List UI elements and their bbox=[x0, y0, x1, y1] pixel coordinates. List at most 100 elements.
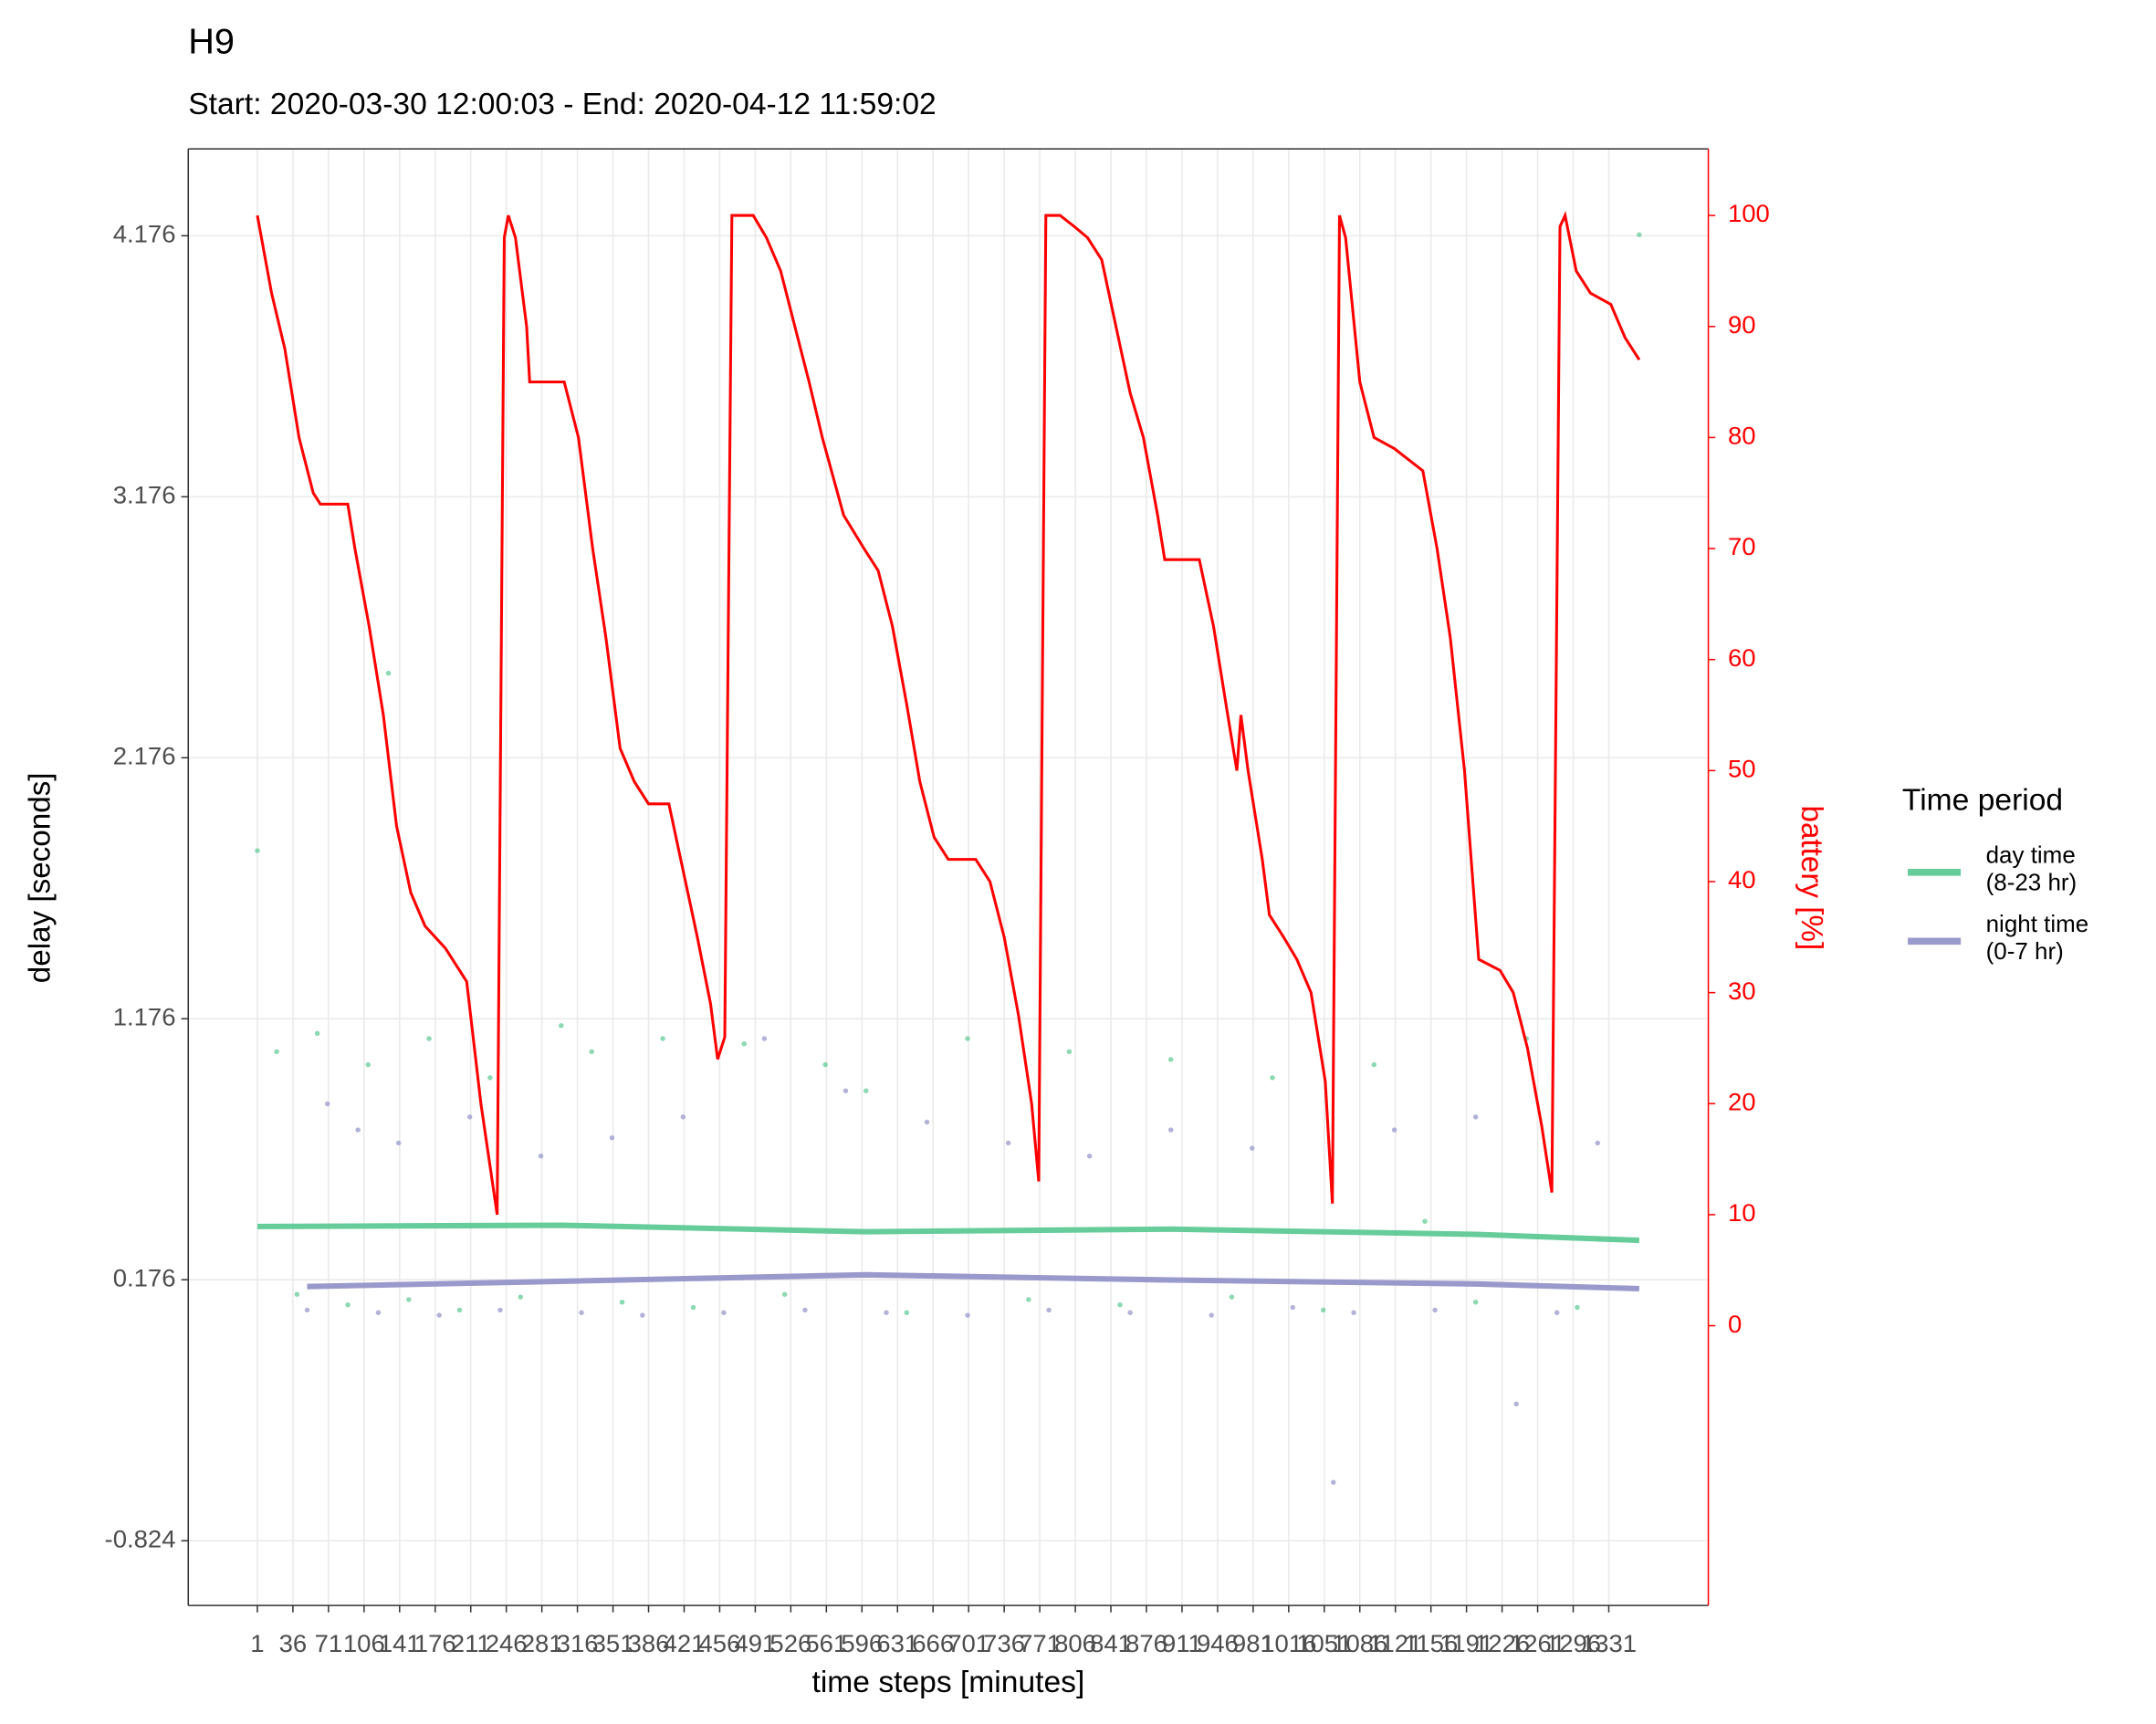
data-point bbox=[345, 1301, 351, 1308]
y2-tick-label: 0 bbox=[1728, 1310, 1742, 1338]
x-tick-label: 1226 bbox=[1474, 1629, 1530, 1657]
y-tick-label: -0.824 bbox=[105, 1525, 176, 1553]
data-point bbox=[1575, 1304, 1580, 1311]
data-point bbox=[1422, 1218, 1428, 1224]
data-point bbox=[1290, 1304, 1296, 1311]
x-tick-label: 666 bbox=[912, 1629, 954, 1657]
y2-tick-label: 40 bbox=[1728, 865, 1756, 893]
data-point bbox=[965, 1312, 970, 1318]
data-point bbox=[497, 1307, 503, 1313]
x-tick-label: 526 bbox=[769, 1629, 811, 1657]
y-tick-label: 4.176 bbox=[113, 220, 176, 248]
x-tick-label: 36 bbox=[279, 1629, 308, 1657]
data-point bbox=[1595, 1140, 1600, 1146]
data-point bbox=[802, 1307, 808, 1313]
x-tick-label: 876 bbox=[1125, 1629, 1167, 1657]
x-tick-label: 1191 bbox=[1439, 1629, 1493, 1657]
x-tick-label: 946 bbox=[1197, 1629, 1239, 1657]
data-point bbox=[1167, 1127, 1174, 1133]
plot-background bbox=[188, 149, 1709, 1606]
data-point bbox=[375, 1310, 382, 1315]
data-point bbox=[1046, 1307, 1052, 1313]
data-point bbox=[255, 848, 260, 853]
data-point bbox=[1026, 1297, 1031, 1302]
x-tick-label: 246 bbox=[486, 1629, 528, 1657]
legend-title: Time period bbox=[1902, 784, 2063, 818]
data-point bbox=[406, 1297, 412, 1302]
data-point bbox=[355, 1127, 361, 1133]
y2-tick-label: 100 bbox=[1728, 199, 1770, 227]
x-tick-label: 911 bbox=[1162, 1629, 1202, 1657]
data-point bbox=[436, 1312, 442, 1318]
data-point bbox=[1351, 1310, 1356, 1315]
x-tick-label: 211 bbox=[451, 1629, 491, 1657]
data-point bbox=[1432, 1307, 1438, 1313]
x-tick-label: 1296 bbox=[1545, 1629, 1601, 1657]
data-point bbox=[822, 1061, 828, 1068]
x-tick-label: 631 bbox=[876, 1629, 918, 1657]
data-point bbox=[1209, 1312, 1214, 1318]
x-tick-label: 561 bbox=[805, 1629, 847, 1657]
data-point bbox=[294, 1291, 300, 1297]
data-point bbox=[1086, 1153, 1093, 1159]
data-point bbox=[589, 1049, 594, 1055]
x-tick-label: 141 bbox=[379, 1629, 421, 1657]
y-tick-label: 1.176 bbox=[113, 1003, 176, 1031]
y2-tick-label: 80 bbox=[1728, 422, 1756, 450]
x-tick-label: 1156 bbox=[1404, 1629, 1458, 1657]
x-tick-label: 316 bbox=[557, 1629, 599, 1657]
data-point bbox=[924, 1119, 930, 1125]
data-point bbox=[1320, 1307, 1326, 1313]
x-tick-label: 701 bbox=[947, 1629, 989, 1657]
data-point bbox=[640, 1312, 645, 1318]
data-point bbox=[385, 670, 392, 676]
data-point bbox=[781, 1291, 788, 1297]
chart-subtitle: Start: 2020-03-30 12:00:03 - End: 2020-0… bbox=[188, 88, 936, 121]
x-tick-label: 421 bbox=[664, 1629, 706, 1657]
data-point bbox=[395, 1140, 402, 1146]
x-tick-label: 841 bbox=[1090, 1629, 1132, 1657]
data-point bbox=[1371, 1061, 1377, 1068]
data-point bbox=[721, 1310, 727, 1315]
data-point bbox=[761, 1036, 768, 1041]
data-point bbox=[1005, 1140, 1011, 1146]
data-point bbox=[1331, 1479, 1336, 1485]
data-point bbox=[660, 1036, 665, 1041]
smooth-line bbox=[256, 1222, 1639, 1244]
y2-tick-label: 10 bbox=[1728, 1198, 1756, 1227]
data-point bbox=[487, 1075, 493, 1081]
data-point bbox=[325, 1101, 330, 1107]
y2-axis-label: battery [%] bbox=[1795, 805, 1828, 950]
y-axis-label: delay [seconds] bbox=[24, 772, 58, 983]
data-point bbox=[1127, 1310, 1133, 1315]
x-tick-label: 106 bbox=[343, 1629, 385, 1657]
data-point bbox=[579, 1310, 584, 1315]
legend-label-box: day time (8-23 hr) bbox=[1986, 842, 2078, 896]
x-tick-label: 386 bbox=[628, 1629, 670, 1657]
x-tick-label: 1121 bbox=[1368, 1629, 1422, 1657]
data-point bbox=[466, 1114, 473, 1120]
x-tick-label: 981 bbox=[1232, 1629, 1274, 1657]
y-tick-label: 3.176 bbox=[113, 481, 176, 509]
data-point bbox=[426, 1036, 432, 1041]
data-point bbox=[1066, 1049, 1073, 1055]
smooth-line bbox=[307, 1271, 1639, 1291]
data-point bbox=[1391, 1127, 1397, 1133]
x-tick-label: 281 bbox=[521, 1629, 563, 1657]
data-point bbox=[884, 1310, 889, 1315]
data-point bbox=[904, 1310, 910, 1315]
data-point bbox=[1117, 1301, 1123, 1308]
data-point bbox=[1554, 1310, 1560, 1315]
data-point bbox=[1229, 1294, 1235, 1300]
x-tick-label: 1051 bbox=[1296, 1629, 1352, 1657]
data-point bbox=[456, 1307, 463, 1313]
y2-tick-label: 60 bbox=[1728, 643, 1756, 672]
data-point bbox=[274, 1049, 279, 1055]
data-point bbox=[1637, 232, 1642, 237]
data-point bbox=[314, 1030, 320, 1036]
data-point bbox=[1270, 1075, 1275, 1081]
data-point bbox=[741, 1040, 747, 1047]
data-point bbox=[965, 1036, 970, 1041]
data-point bbox=[1167, 1057, 1174, 1062]
